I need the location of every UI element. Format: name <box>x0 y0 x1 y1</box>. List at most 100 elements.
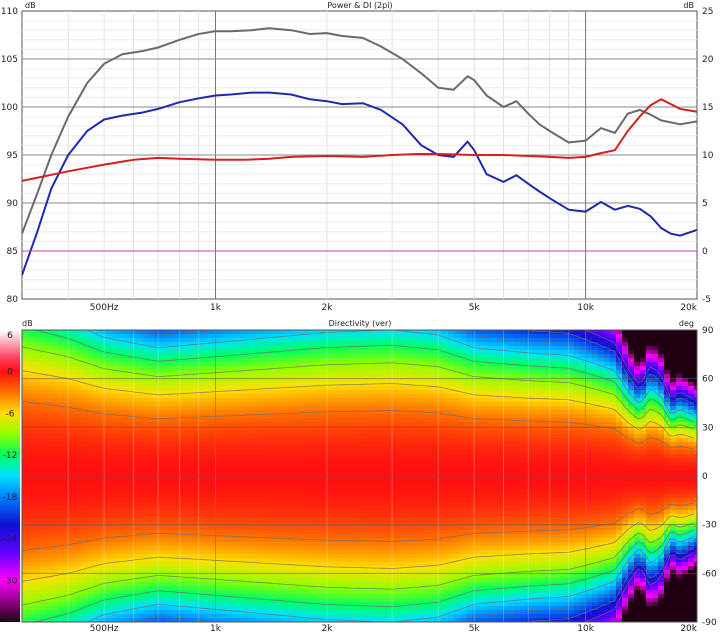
heatmap-cell <box>298 502 305 507</box>
heatmap-cell <box>406 574 413 579</box>
heatmap-cell <box>304 558 311 563</box>
heatmap-cell <box>94 530 101 535</box>
heatmap-cell <box>382 562 389 567</box>
heatmap-cell <box>28 458 35 463</box>
heatmap-cell <box>346 458 353 463</box>
heatmap-cell <box>52 342 59 347</box>
heatmap-cell <box>388 374 395 379</box>
heatmap-cell <box>352 518 359 523</box>
heatmap-cell <box>172 430 179 435</box>
heatmap-cell <box>100 362 107 367</box>
heatmap-cell <box>316 446 323 451</box>
heatmap-cell <box>154 502 161 507</box>
heatmap-cell <box>178 518 185 523</box>
heatmap-cell <box>268 486 275 491</box>
heatmap-cell <box>292 394 299 399</box>
heatmap-cell <box>82 490 89 495</box>
heatmap-cell <box>220 546 227 551</box>
heatmap-cell <box>382 454 389 459</box>
heatmap-cell <box>166 398 173 403</box>
heatmap-cell <box>232 462 239 467</box>
heatmap-cell <box>124 490 131 495</box>
heatmap-cell <box>202 470 209 475</box>
heatmap-cell <box>100 486 107 491</box>
heatmap-cell <box>418 542 425 547</box>
heatmap-cell <box>58 390 65 395</box>
heatmap-cell <box>316 558 323 563</box>
heatmap-cell <box>244 434 251 439</box>
heatmap-cell <box>280 570 287 575</box>
heatmap-cell <box>34 518 41 523</box>
heatmap-cell <box>238 494 245 499</box>
heatmap-cell <box>238 454 245 459</box>
heatmap-cell <box>166 370 173 375</box>
heatmap-cell <box>280 482 287 487</box>
heatmap-cell <box>370 406 377 411</box>
heatmap-cell <box>400 494 407 499</box>
heatmap-cell <box>382 610 389 615</box>
heatmap-cell <box>136 550 143 555</box>
heatmap-cell <box>346 530 353 535</box>
heatmap-cell <box>256 566 263 571</box>
heatmap-cell <box>184 526 191 531</box>
heatmap-cell <box>292 534 299 539</box>
heatmap-cell <box>118 406 125 411</box>
heatmap-cell <box>316 506 323 511</box>
heatmap-cell <box>232 470 239 475</box>
heatmap-cell <box>244 566 251 571</box>
heatmap-cell <box>190 350 197 355</box>
heatmap-cell <box>382 494 389 499</box>
heatmap-cell <box>262 450 269 455</box>
heatmap-cell <box>370 582 377 587</box>
heatmap-cell <box>376 610 383 615</box>
heatmap-cell <box>358 506 365 511</box>
heatmap-cell <box>154 570 161 575</box>
heatmap-cell <box>376 498 383 503</box>
heatmap-cell <box>358 598 365 603</box>
heatmap-cell <box>364 498 371 503</box>
heatmap-cell <box>46 478 53 483</box>
heatmap-cell <box>286 466 293 471</box>
heatmap-cell <box>406 334 413 339</box>
heatmap-cell <box>214 458 221 463</box>
heatmap-cell <box>376 402 383 407</box>
heatmap-cell <box>82 554 89 559</box>
heatmap-cell <box>208 410 215 415</box>
heatmap-cell <box>82 442 89 447</box>
heatmap-cell <box>334 582 341 587</box>
heatmap-cell <box>136 470 143 475</box>
heatmap-cell <box>64 438 71 443</box>
heatmap-cell <box>400 334 407 339</box>
heatmap-cell <box>334 570 341 575</box>
heatmap-cell <box>292 354 299 359</box>
heatmap-cell <box>124 334 131 339</box>
heatmap-cell <box>406 418 413 423</box>
heatmap-cell <box>418 518 425 523</box>
heatmap-cell <box>370 506 377 511</box>
heatmap-cell <box>118 362 125 367</box>
heatmap-cell <box>418 462 425 467</box>
heatmap-cell <box>364 578 371 583</box>
heatmap-cell <box>250 482 257 487</box>
heatmap-cell <box>58 510 65 515</box>
heatmap-cell <box>418 578 425 583</box>
heatmap-cell <box>136 546 143 551</box>
heatmap-cell <box>226 434 233 439</box>
heatmap-cell <box>46 550 53 555</box>
heatmap-cell <box>388 494 395 499</box>
heatmap-cell <box>94 506 101 511</box>
heatmap-cell <box>82 570 89 575</box>
heatmap-cell <box>214 430 221 435</box>
heatmap-cell <box>352 338 359 343</box>
heatmap-cell <box>412 598 419 603</box>
heatmap-cell <box>124 350 131 355</box>
heatmap-cell <box>400 362 407 367</box>
heatmap-cell <box>304 502 311 507</box>
heatmap-cell <box>64 454 71 459</box>
heatmap-cell <box>364 426 371 431</box>
heatmap-cell <box>244 598 251 603</box>
heatmap-cell <box>154 362 161 367</box>
heatmap-cell <box>28 550 35 555</box>
heatmap-cell <box>358 546 365 551</box>
heatmap-cell <box>298 558 305 563</box>
